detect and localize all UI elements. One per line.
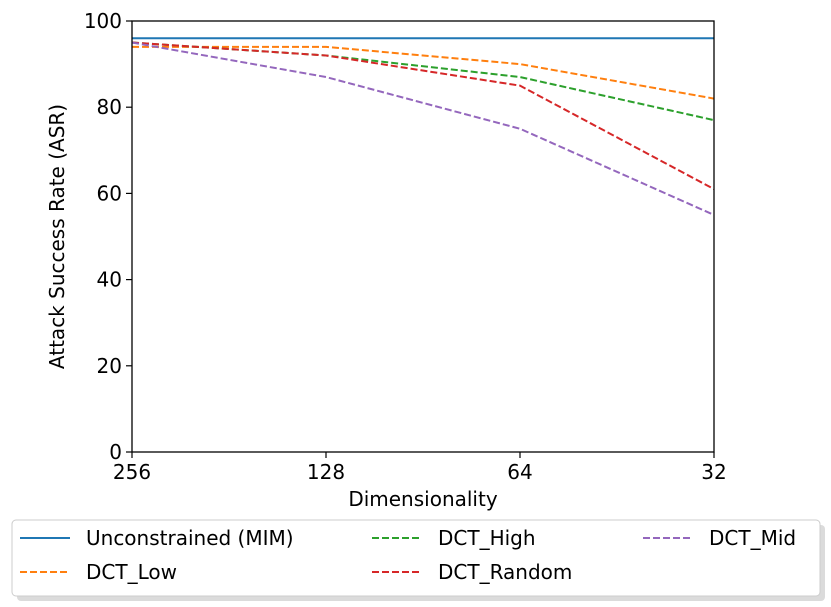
series-line-dct-high xyxy=(131,41,715,122)
x-axis-label: Dimensionality xyxy=(348,487,498,511)
series-line-dct-random xyxy=(131,41,715,190)
series-line-dct-mid xyxy=(131,41,715,216)
y-tick-label: 80 xyxy=(97,95,122,119)
x-axis: 256 128 64 32 xyxy=(113,452,727,484)
axes-frame xyxy=(131,20,715,453)
legend-label: Unconstrained (MIM) xyxy=(86,526,294,550)
x-tick-label: 64 xyxy=(507,460,532,484)
series-line-dct-low xyxy=(132,45,715,100)
legend-entry: DCT_Random xyxy=(372,560,572,584)
x-tick-label: 32 xyxy=(701,460,726,484)
y-tick-label: 60 xyxy=(97,181,122,205)
y-tick-label: 100 xyxy=(84,9,122,33)
y-axis: 0 20 40 60 80 100 xyxy=(84,9,132,464)
y-tick-label: 40 xyxy=(97,268,122,292)
x-tick-label: 128 xyxy=(307,460,345,484)
y-tick-label: 20 xyxy=(97,354,122,378)
legend: Unconstrained (MIM) DCT_Low DCT_High DCT_Ra… xyxy=(11,519,825,601)
legend-entry: DCT_Low xyxy=(20,560,177,584)
legend-label: DCT_Mid xyxy=(709,526,796,550)
x-tick-label: 256 xyxy=(113,460,151,484)
y-axis-label: Attack Success Rate (ASR) xyxy=(45,104,69,369)
y-tick-label: 0 xyxy=(109,440,122,464)
legend-label: DCT_High xyxy=(438,526,536,550)
series-lines xyxy=(131,37,715,216)
legend-label: DCT_Random xyxy=(438,560,572,584)
legend-entry: Unconstrained (MIM) xyxy=(20,526,294,550)
legend-label: DCT_Low xyxy=(86,560,177,584)
legend-entry: DCT_High xyxy=(372,526,536,550)
legend-entry: DCT_Mid xyxy=(643,526,796,550)
legend-box xyxy=(11,519,821,597)
